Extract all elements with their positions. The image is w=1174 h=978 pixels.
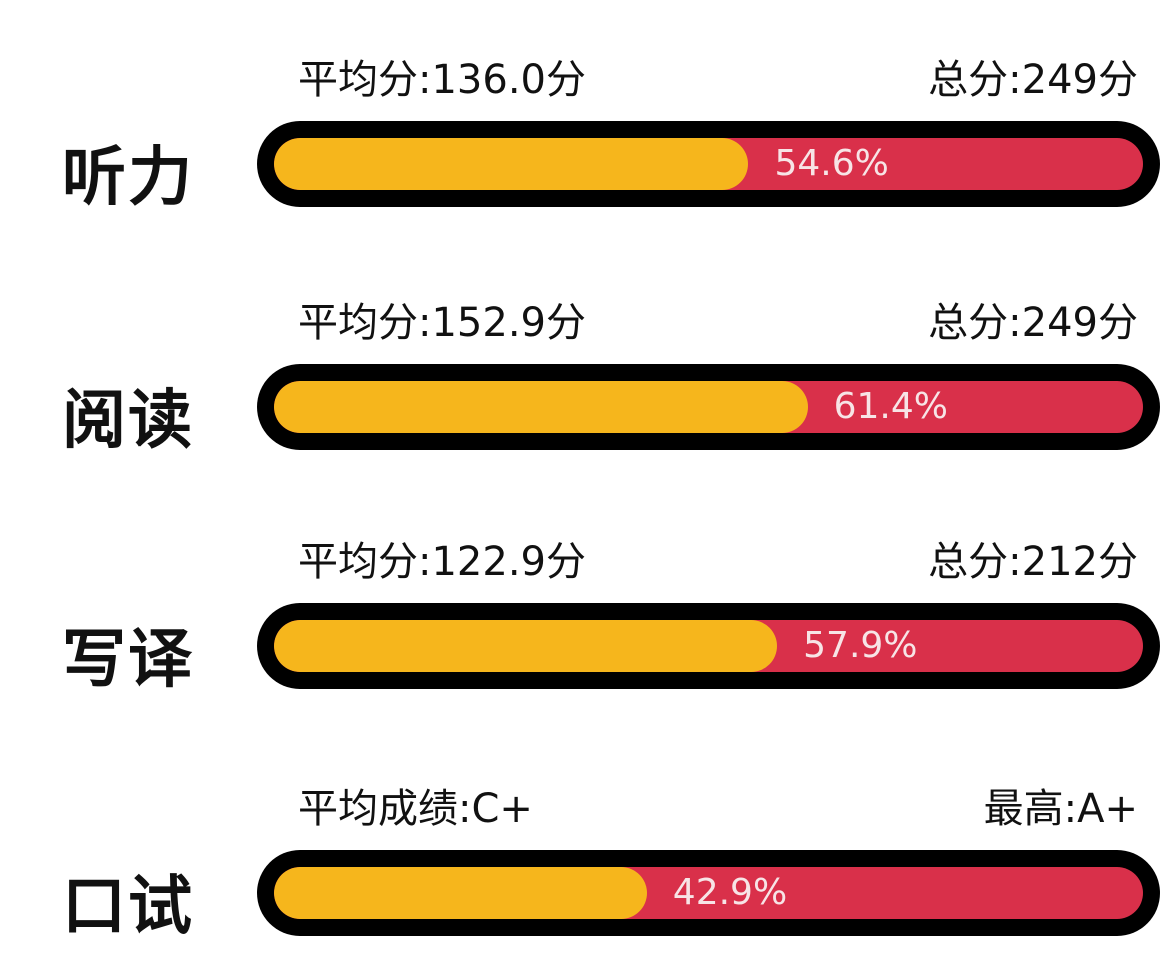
total-label: 最高:A+: [983, 786, 1138, 832]
chart-row: 听力 平均分:136.0分 总分:249分 54.6%: [0, 55, 1174, 215]
average-label: 平均分:122.9分: [298, 539, 586, 585]
category-label: 听力: [62, 141, 194, 215]
percent-label: 54.6%: [774, 143, 889, 184]
progress-track: 42.9%: [274, 867, 1143, 919]
chart-row: 阅读 平均分:152.9分 总分:249分 61.4%: [0, 298, 1174, 458]
total-label: 总分:249分: [928, 57, 1138, 103]
total-label: 总分:249分: [928, 300, 1138, 346]
percent-label: 57.9%: [803, 625, 918, 666]
progress-bar: 57.9%: [257, 603, 1160, 689]
progress-track: 61.4%: [274, 381, 1143, 433]
progress-track: 57.9%: [274, 620, 1143, 672]
chart-row: 写译 平均分:122.9分 总分:212分 57.9%: [0, 537, 1174, 697]
average-label: 平均分:136.0分: [298, 57, 586, 103]
progress-track: 54.6%: [274, 138, 1143, 190]
percent-label: 61.4%: [833, 386, 948, 427]
category-label: 口试: [62, 870, 194, 944]
chart-row: 口试 平均成绩:C+ 最高:A+ 42.9%: [0, 784, 1174, 944]
average-label: 平均成绩:C+: [298, 786, 533, 832]
total-label: 总分:212分: [928, 539, 1138, 585]
percent-label: 42.9%: [672, 872, 788, 913]
progress-fill: [274, 381, 808, 433]
category-label: 写译: [62, 623, 194, 697]
category-label: 阅读: [62, 384, 194, 458]
progress-fill: [274, 620, 778, 672]
average-label: 平均分:152.9分: [298, 300, 586, 346]
progress-bar: 61.4%: [257, 364, 1160, 450]
progress-fill: [274, 138, 749, 190]
progress-bar: 54.6%: [257, 121, 1160, 207]
progress-fill: [274, 867, 647, 919]
progress-bar: 42.9%: [257, 850, 1160, 936]
